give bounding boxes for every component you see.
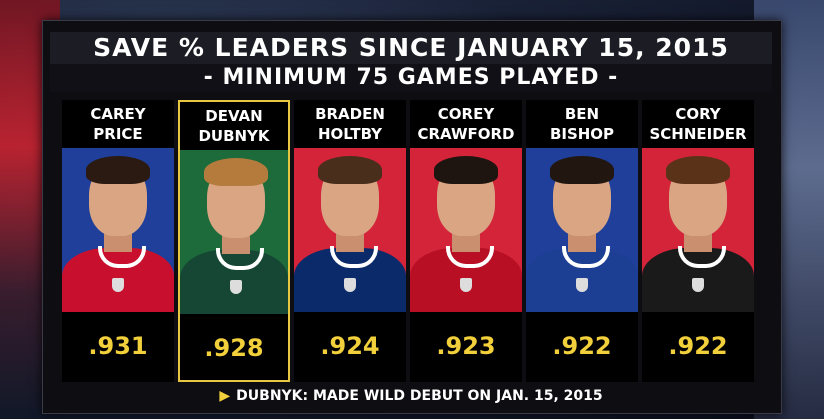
player-card: DEVAN DUBNYK .928 — [178, 100, 290, 382]
player-name: COREY CRAWFORD — [410, 104, 522, 148]
graphic-title: SAVE % LEADERS SINCE JANUARY 15, 2015 — [50, 32, 772, 64]
player-photo — [642, 148, 754, 312]
save-percentage: .928 — [204, 334, 264, 362]
player-photo — [526, 148, 638, 312]
nhl-logo-icon — [692, 278, 704, 292]
save-percentage: .923 — [436, 332, 496, 360]
save-percentage: .931 — [88, 332, 148, 360]
save-percentage: .924 — [320, 332, 380, 360]
player-hair — [204, 158, 268, 186]
player-first-name: COREY — [437, 105, 495, 123]
footer-text: DUBNYK: MADE WILD DEBUT ON JAN. 15, 2015 — [236, 388, 603, 404]
player-card: BEN BISHOP .922 — [526, 100, 638, 382]
player-hair — [550, 156, 614, 184]
player-photo — [410, 148, 522, 312]
player-first-name: DEVAN — [205, 107, 263, 125]
player-last-name: PRICE — [93, 125, 143, 143]
player-hair — [86, 156, 150, 184]
player-hair — [318, 156, 382, 184]
player-card: BRADEN HOLTBY .924 — [294, 100, 406, 382]
nhl-logo-icon — [576, 278, 588, 292]
player-first-name: BEN — [564, 105, 600, 123]
player-card: CAREY PRICE .931 — [62, 100, 174, 382]
player-last-name: HOLTBY — [317, 125, 383, 143]
play-arrow-icon: ▶ — [219, 388, 231, 404]
player-hair — [434, 156, 498, 184]
player-name: CAREY PRICE — [62, 104, 174, 148]
save-percentage: .922 — [668, 332, 728, 360]
player-first-name: BRADEN — [315, 105, 385, 123]
player-first-name: CORY — [675, 105, 721, 123]
nhl-logo-icon — [460, 278, 472, 292]
player-hair — [666, 156, 730, 184]
player-first-name: CAREY — [90, 105, 146, 123]
player-name: BRADEN HOLTBY — [294, 104, 406, 148]
player-photo — [62, 148, 174, 312]
player-name: CORY SCHNEIDER — [642, 104, 754, 148]
nhl-logo-icon — [230, 280, 242, 294]
player-last-name: BISHOP — [549, 125, 615, 143]
player-last-name: SCHNEIDER — [649, 125, 747, 143]
player-photo — [294, 148, 406, 312]
player-card: COREY CRAWFORD .923 — [410, 100, 522, 382]
player-card: CORY SCHNEIDER .922 — [642, 100, 754, 382]
nhl-logo-icon — [344, 278, 356, 292]
player-last-name: DUBNYK — [198, 127, 270, 145]
nhl-logo-icon — [112, 278, 124, 292]
footer-note: ▶ DUBNYK: MADE WILD DEBUT ON JAN. 15, 201… — [50, 384, 772, 408]
player-photo — [180, 150, 288, 314]
graphic-subtitle: - MINIMUM 75 GAMES PLAYED - — [50, 64, 772, 92]
player-name: BEN BISHOP — [526, 104, 638, 148]
player-last-name: CRAWFORD — [417, 125, 515, 143]
player-name: DEVAN DUBNYK — [180, 106, 288, 150]
save-percentage: .922 — [552, 332, 612, 360]
